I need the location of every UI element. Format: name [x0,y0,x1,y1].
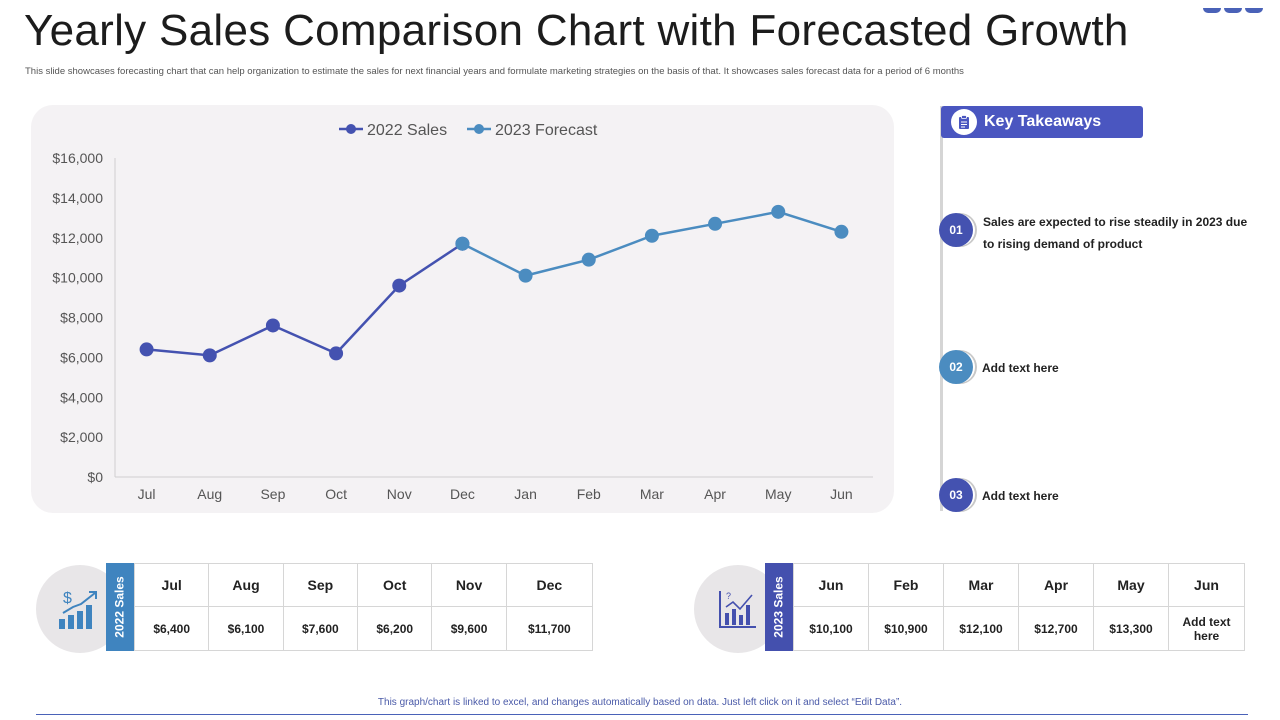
y-tick-label: $14,000 [52,190,103,206]
value-cell: $12,100 [943,606,1019,651]
y-tick-label: $6,000 [60,349,103,365]
data-point [708,216,723,231]
x-tick-label: Jan [514,486,537,502]
month-cell: May [1093,563,1169,607]
page-subtitle: This slide showcases forecasting chart t… [25,66,964,77]
month-cell: Feb [868,563,944,607]
x-tick-label: Aug [197,486,222,502]
takeaway-number-2: 02 [939,350,973,384]
legend-label: 2022 Sales [367,122,447,139]
sales-2022-table: Jul Aug Sep Oct Nov Dec $6,400 $6,100 $7… [133,563,594,651]
data-point [644,228,659,243]
y-tick-label: $16,000 [52,150,103,166]
y-tick-label: $0 [87,469,103,485]
x-tick-label: Apr [704,486,726,502]
x-tick-label: Feb [577,486,601,502]
sales-2023-table: Jun Feb Mar Apr May Jun $10,100 $10,900 … [793,563,1245,651]
svg-text:?: ? [726,591,731,601]
value-cell: $7,600 [282,606,359,651]
table-header-row: Jun Feb Mar Apr May Jun [793,563,1245,607]
month-cell: Nov [431,563,507,607]
value-cell: $6,100 [208,606,284,651]
key-takeaways-title: Key Takeaways [984,113,1102,130]
value-cell: $6,200 [357,606,433,651]
legend-marker [346,124,356,134]
data-point [329,346,344,361]
data-point [392,278,407,293]
value-cell: Add text here [1168,606,1245,651]
takeaway-text-2: Add text here [982,361,1059,375]
table-header-row: Jul Aug Sep Oct Nov Dec [133,563,594,607]
value-cell: $6,400 [133,606,210,651]
takeaway-text-1: Sales are expected to rise steadily in 2… [983,211,1247,255]
table-2023-label: 2023 Sales [765,563,793,651]
month-cell: Sep [282,563,359,607]
legend-marker [474,124,484,134]
data-point [202,348,217,363]
y-tick-label: $8,000 [60,310,103,326]
takeaway-number-1: 01 [939,213,973,247]
month-cell: Oct [357,563,433,607]
corner-decoration [1200,0,1270,13]
table-2022-label: 2022 Sales [106,563,134,651]
data-point [834,224,849,239]
chart-panel: $0 $2,000 $4,000 $6,000 $8,000 $10,000 $12,000… [31,105,894,513]
x-tick-label: Jun [830,486,853,502]
data-point [581,252,596,267]
footer-note: This graph/chart is linked to excel, and… [377,697,903,708]
table-2022-label-text: 2022 Sales [113,576,128,638]
sales-line-chart[interactable]: $0 $2,000 $4,000 $6,000 $8,000 $10,000 $12,000… [31,105,894,513]
month-cell: Jul [133,563,210,607]
x-tick-label: Nov [387,486,412,502]
y-tick-label: $2,000 [60,429,103,445]
month-cell: Mar [943,563,1019,607]
table-row: $10,100 $10,900 $12,100 $12,700 $13,300 … [793,606,1245,651]
value-cell: $10,900 [868,606,944,651]
takeaways-timeline-line [940,106,943,511]
month-cell: Aug [208,563,284,607]
series-line-0 [146,242,464,357]
x-tick-label: Mar [640,486,664,502]
month-cell: Jun [793,563,869,607]
value-cell: $13,300 [1093,606,1169,651]
y-tick-label: $10,000 [52,270,103,286]
takeaway-text-1-line2: to rising demand of product [983,237,1143,251]
x-tick-label: Sep [260,486,285,502]
footer-dots [3,712,30,720]
footer-line [36,714,1248,715]
table-row: $6,400 $6,100 $7,600 $6,200 $9,600 $11,7… [133,606,594,651]
x-tick-label: Jul [138,486,156,502]
value-cell: $12,700 [1018,606,1094,651]
legend-label: 2023 Forecast [495,122,598,139]
data-point [771,204,786,219]
data-point [518,268,533,283]
table-2023-label-text: 2023 Sales [772,576,787,638]
y-tick-label: $12,000 [52,230,103,246]
value-cell: $11,700 [505,606,594,651]
x-tick-label: May [765,486,791,502]
takeaway-number-3: 03 [939,478,973,512]
month-cell: Dec [505,563,594,607]
key-takeaways-header: Key Takeaways [941,106,1143,138]
svg-text:$: $ [63,590,72,607]
data-point [265,318,280,333]
takeaway-text-1-line1: Sales are expected to rise steadily in 2… [983,215,1248,229]
x-tick-label: Dec [450,486,475,502]
value-cell: $9,600 [431,606,507,651]
series-line-1 [461,210,842,277]
month-cell: Apr [1018,563,1094,607]
page-title: Yearly Sales Comparison Chart with Forec… [24,6,1129,55]
clipboard-icon [951,109,977,135]
month-cell: Jun [1168,563,1245,607]
y-tick-label: $4,000 [60,389,103,405]
data-point [139,342,154,357]
value-cell: $10,100 [793,606,869,651]
x-tick-label: Oct [325,486,347,502]
data-point [455,236,470,251]
takeaway-text-3: Add text here [982,489,1059,503]
